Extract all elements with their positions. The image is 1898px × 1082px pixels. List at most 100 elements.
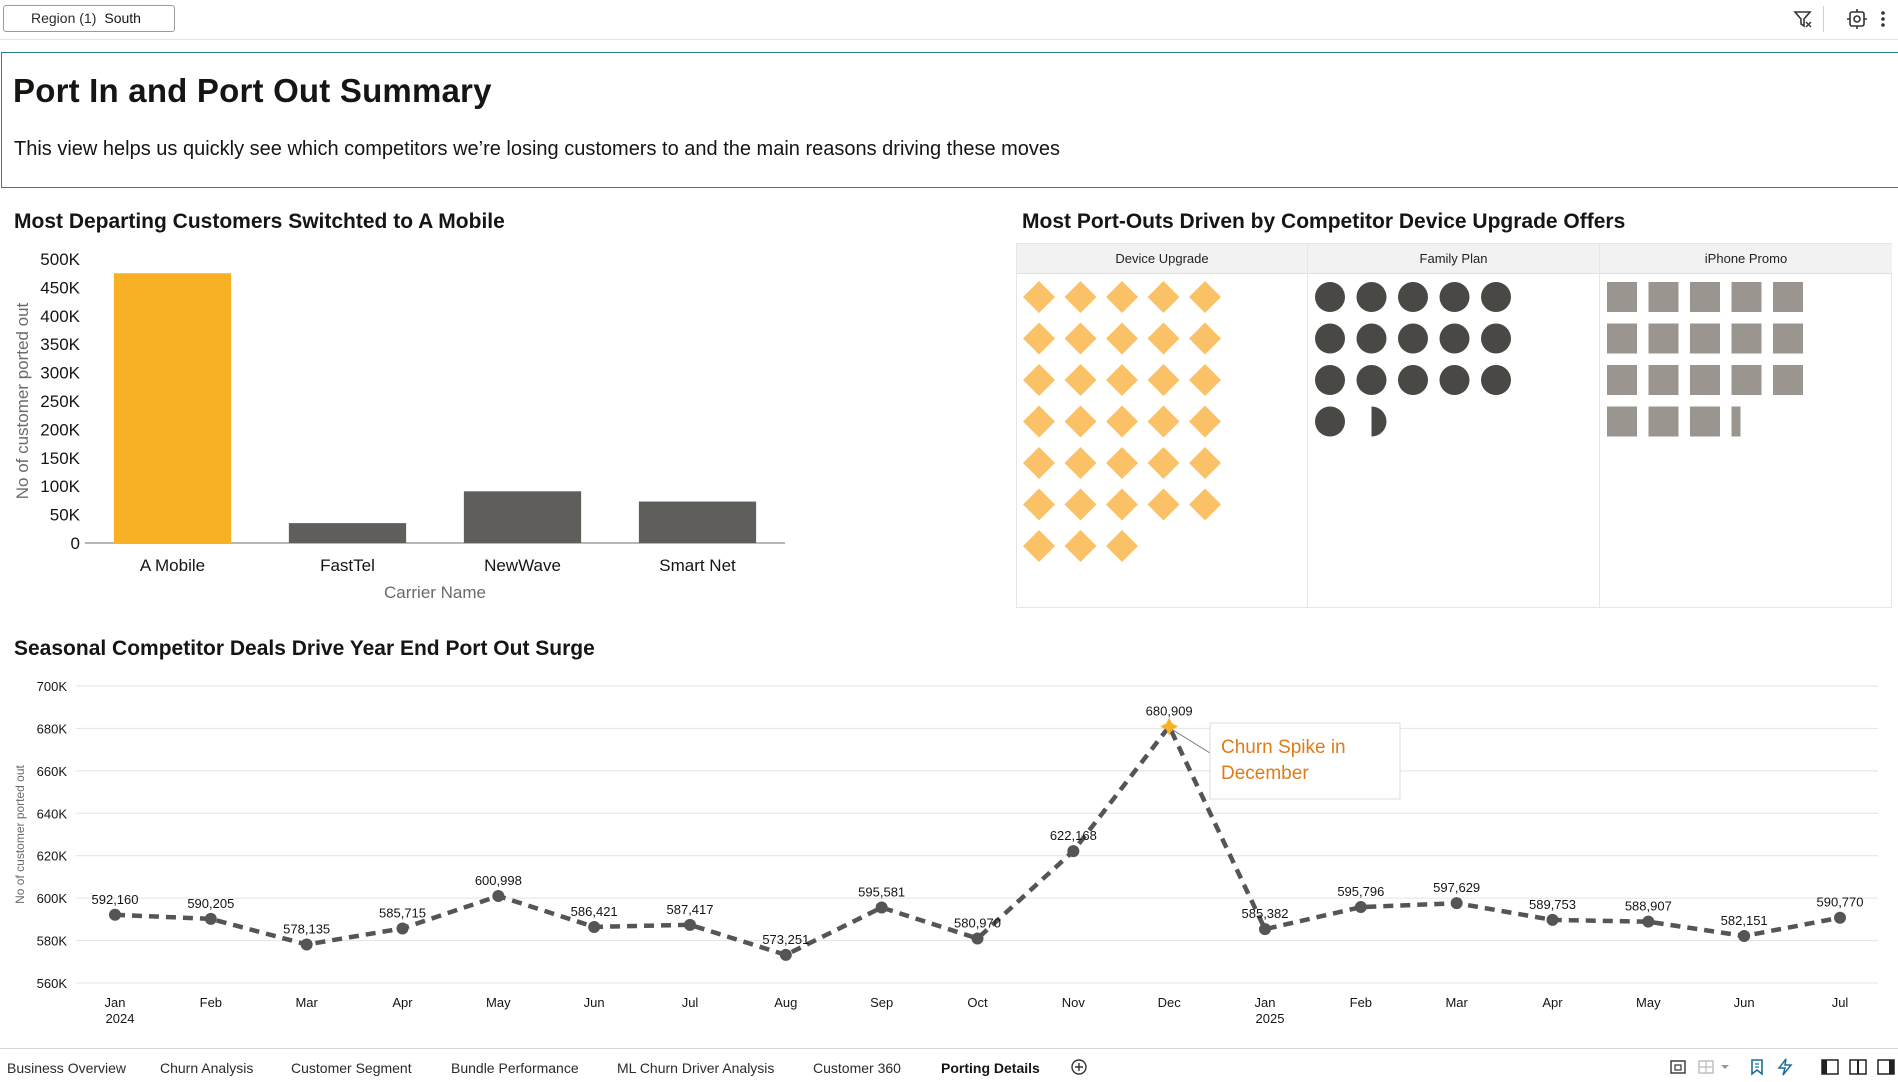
grid-icon[interactable]: [1696, 1057, 1716, 1077]
line-x-tick-label: Feb: [1350, 995, 1372, 1010]
present-icon[interactable]: [1668, 1057, 1688, 1077]
line-y-tick-label: 640K: [37, 806, 68, 821]
line-x-tick-label: Jan: [105, 995, 126, 1010]
line-point: [1450, 897, 1463, 910]
line-point: [971, 932, 984, 945]
diamond-icon: [1147, 322, 1180, 355]
circle-icon: [1439, 365, 1470, 395]
diamond-icon: [1064, 364, 1097, 396]
line-x-tick-label: Mar: [295, 995, 318, 1010]
bar-y-tick-label: 450K: [40, 278, 80, 297]
bar-y-tick-label: 50K: [50, 506, 81, 525]
line-point: [1354, 901, 1367, 914]
line-y-tick-label: 580K: [37, 934, 68, 949]
line-x-tick-label: Jan: [1255, 995, 1276, 1010]
circle-icon: [1398, 282, 1428, 312]
line-point: [300, 938, 313, 951]
tab-customer-360[interactable]: Customer 360: [813, 1060, 901, 1076]
square-icon: [1773, 323, 1803, 354]
line-year-label: 2024: [106, 1011, 135, 1026]
line-point: [1546, 913, 1559, 926]
diamond-icon: [1106, 364, 1138, 396]
square-icon: [1731, 365, 1762, 395]
line-data-label: 680,909: [1146, 704, 1193, 719]
filter-bar: Region (1) South: [0, 0, 1898, 40]
pictogram-column-iphone-promo: iPhone Promo: [1600, 244, 1892, 607]
line-y-tick-label: 680K: [37, 721, 68, 736]
line-x-tick-label: Jul: [1832, 995, 1849, 1010]
tab-bundle-performance[interactable]: Bundle Performance: [451, 1060, 579, 1076]
line-data-label: 589,753: [1529, 897, 1576, 912]
diamond-icon: [1106, 530, 1138, 562]
line-x-tick-label: May: [486, 995, 511, 1010]
line-data-label: 587,417: [667, 902, 714, 917]
panel-right-icon[interactable]: [1876, 1057, 1896, 1077]
filter-icon[interactable]: [1792, 8, 1814, 30]
bookmark-icon[interactable]: [1747, 1057, 1767, 1077]
bar-y-tick-label: 200K: [40, 420, 80, 439]
line-data-label: 588,907: [1625, 899, 1672, 914]
pictogram-header-device-upgrade: Device Upgrade: [1017, 244, 1307, 274]
region-filter-value: South: [104, 10, 141, 26]
diamond-icon: [1064, 447, 1097, 479]
diamond-icon: [1189, 364, 1221, 396]
line-point: [684, 918, 696, 931]
more-icon[interactable]: [1878, 8, 1888, 30]
line-point: [109, 908, 121, 921]
circle-icon: [1439, 323, 1470, 354]
bar-a-mobile: [113, 273, 232, 543]
bar-y-tick-label: 400K: [40, 307, 80, 326]
line-year-label: 2025: [1256, 1011, 1285, 1026]
lightning-icon[interactable]: [1775, 1057, 1795, 1077]
diamond-icon: [1023, 364, 1055, 396]
tab-bar: [0, 1048, 1898, 1078]
settings-icon[interactable]: [1846, 8, 1868, 30]
pictogram-header-family-plan: Family Plan: [1308, 244, 1599, 274]
tab-customer-segment[interactable]: Customer Segment: [291, 1060, 412, 1076]
line-data-label: 592,160: [92, 892, 139, 907]
summary-text-box: [1, 52, 1898, 188]
line-y-tick-label: 700K: [37, 679, 68, 694]
line-point: [1067, 845, 1080, 858]
bar-x-tick-label: FastTel: [320, 556, 375, 575]
tab-churn-analysis[interactable]: Churn Analysis: [160, 1060, 254, 1076]
line-data-label: 622,168: [1050, 828, 1097, 843]
square-icon: [1607, 406, 1637, 437]
tab-business-overview[interactable]: Business Overview: [7, 1060, 127, 1076]
line-data-label: 600,998: [475, 873, 522, 888]
bar-chart: 0 50K 100K 150K 200K 250K 300K 350K 400K 450K 500K…: [13, 250, 785, 602]
square-icon: [1607, 282, 1637, 312]
panel-split-icon[interactable]: [1848, 1057, 1868, 1077]
square-icon: [1648, 323, 1679, 354]
diamond-icon: [1023, 447, 1055, 479]
diamond-icon: [1147, 488, 1180, 521]
bar-y-tick-label: 300K: [40, 364, 80, 383]
diamond-icon: [1147, 447, 1180, 479]
chevron-down-icon[interactable]: [1719, 1057, 1731, 1077]
square-icon: [1773, 365, 1803, 395]
circle-icon: [1439, 282, 1470, 312]
line-point-highlight: [1160, 717, 1179, 736]
tab-ml-churn-driver-analysis[interactable]: ML Churn Driver Analysis: [617, 1060, 775, 1076]
pictogram-grid: Device Upgrade Family Plan iPhone Promo: [1016, 243, 1892, 608]
tab-porting-details[interactable]: Porting Details: [941, 1060, 1040, 1076]
diamond-icon: [1147, 405, 1180, 438]
diamond-icon: [1023, 322, 1055, 355]
circle-icon: [1398, 323, 1428, 354]
pictogram-diamonds: [1023, 281, 1221, 562]
circle-icon: [1356, 365, 1387, 395]
pictogram-header-iphone-promo: iPhone Promo: [1600, 244, 1892, 274]
square-icon: [1690, 406, 1720, 437]
pictogram-squares: [1607, 282, 1803, 437]
square-icon: [1690, 282, 1720, 312]
bar-chart-title: Most Departing Customers Switchted to A …: [14, 210, 505, 233]
region-filter-pill[interactable]: Region (1) South: [3, 5, 175, 32]
panel-left-icon[interactable]: [1820, 1057, 1840, 1077]
pictogram-circles: [1315, 282, 1511, 437]
line-data-label: 595,796: [1337, 884, 1384, 899]
add-tab-icon[interactable]: [1069, 1057, 1089, 1077]
diamond-icon: [1064, 281, 1097, 313]
diamond-icon: [1064, 405, 1097, 438]
diamond-icon: [1147, 281, 1180, 313]
line-point: [492, 890, 505, 903]
